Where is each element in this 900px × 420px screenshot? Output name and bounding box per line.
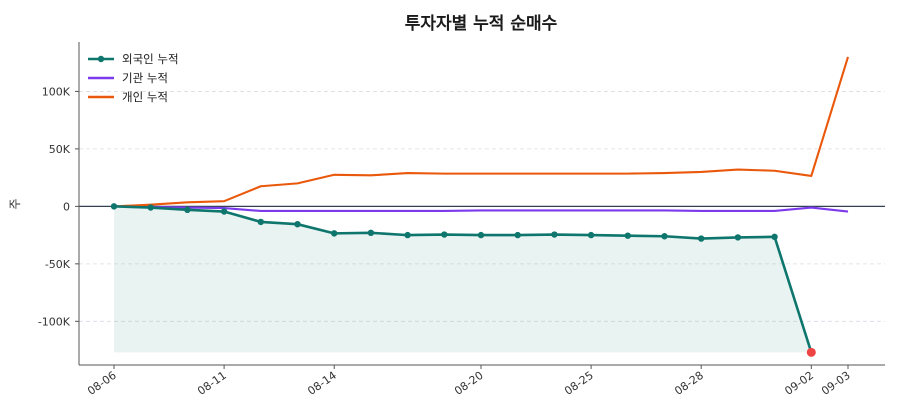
data-point <box>587 231 595 239</box>
x-tick-label: 08-14 <box>305 369 339 398</box>
y-tick-label: -50K <box>45 258 71 271</box>
y-axis-label: 주 <box>8 198 22 209</box>
data-point <box>551 231 558 238</box>
data-point <box>257 218 264 226</box>
data-point <box>477 231 485 239</box>
series-lines <box>110 56 850 357</box>
series-line-2 <box>113 56 850 208</box>
data-point <box>404 231 411 239</box>
y-tick-label: 0 <box>63 200 70 213</box>
legend-label: 외국인 누적 <box>122 52 179 66</box>
x-tick-label: 08-25 <box>562 369 596 398</box>
data-point <box>220 208 228 215</box>
data-point <box>184 206 191 214</box>
last-point <box>806 347 816 357</box>
y-tick-label: 50K <box>49 143 71 156</box>
x-tick-label: 09-02 <box>782 369 816 398</box>
data-point <box>331 230 338 237</box>
data-point <box>110 203 118 210</box>
data-point <box>147 204 154 211</box>
x-tick-label: 09-03 <box>819 369 853 398</box>
chart-title: 투자자별 누적 순매수 <box>405 14 558 34</box>
x-tick-label: 08-11 <box>195 369 229 398</box>
data-point <box>734 234 742 241</box>
data-point <box>661 233 668 240</box>
data-point <box>294 220 301 228</box>
y-tick-label: -100K <box>38 315 71 328</box>
series-line-0 <box>113 205 813 353</box>
y-tick-label: 100K <box>42 85 71 98</box>
foreign-area <box>114 206 812 353</box>
data-point <box>367 229 375 237</box>
grid <box>79 91 885 322</box>
legend-marker <box>97 55 105 63</box>
data-point <box>441 231 448 238</box>
x-tick-label: 08-06 <box>85 369 119 398</box>
area-fill <box>114 206 812 353</box>
data-point <box>624 232 631 239</box>
legend-label: 개인 누적 <box>122 90 168 104</box>
x-tick-label: 08-20 <box>452 369 486 398</box>
series-line-1 <box>113 205 849 213</box>
legend-label: 기관 누적 <box>122 71 168 85</box>
x-tick-label: 08-28 <box>672 369 706 398</box>
data-point <box>514 231 521 239</box>
data-point <box>771 233 778 241</box>
data-point <box>698 235 705 242</box>
